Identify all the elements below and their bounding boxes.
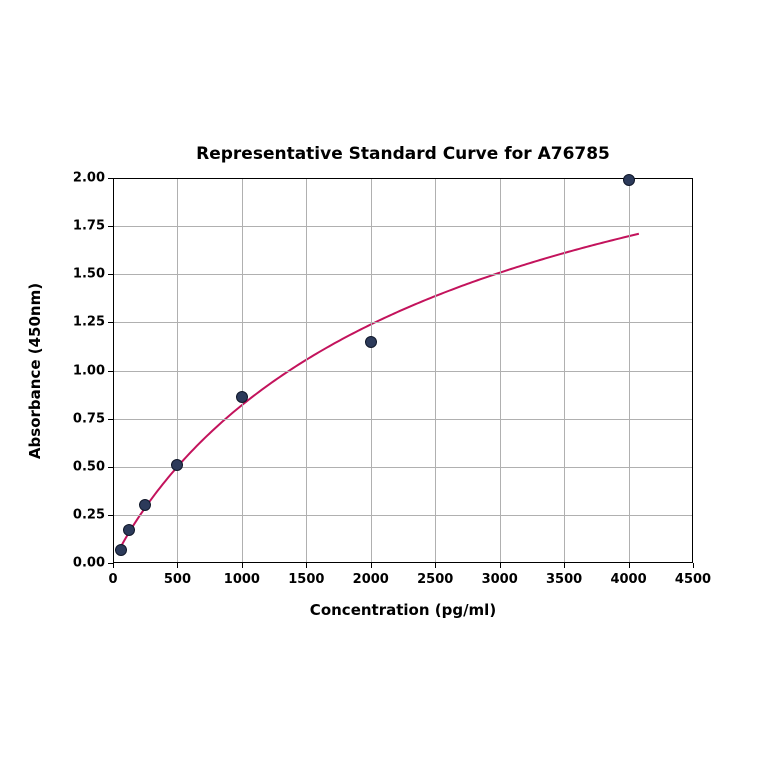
gridline-h xyxy=(114,371,692,372)
data-point xyxy=(123,524,135,536)
xtick xyxy=(371,563,372,568)
xtick-label: 2000 xyxy=(353,572,389,587)
xtick xyxy=(113,563,114,568)
gridline-h xyxy=(114,467,692,468)
ytick xyxy=(108,419,113,420)
ytick-label: 0.25 xyxy=(69,507,105,522)
ytick xyxy=(108,563,113,564)
xtick-label: 0 xyxy=(108,572,117,587)
gridline-h xyxy=(114,515,692,516)
y-axis-label: Absorbance (450nm) xyxy=(26,282,44,458)
gridline-h xyxy=(114,274,692,275)
data-point xyxy=(139,499,151,511)
chart-title: Representative Standard Curve for A76785 xyxy=(196,144,610,164)
ytick-label: 2.00 xyxy=(69,171,105,186)
ytick xyxy=(108,467,113,468)
ytick xyxy=(108,322,113,323)
ytick xyxy=(108,371,113,372)
ytick-label: 1.50 xyxy=(69,267,105,282)
xtick xyxy=(693,563,694,568)
ytick-label: 0.00 xyxy=(69,556,105,571)
xtick-label: 4000 xyxy=(610,572,646,587)
xtick xyxy=(242,563,243,568)
xtick xyxy=(500,563,501,568)
xtick-label: 1000 xyxy=(224,572,260,587)
x-axis-label: Concentration (pg/ml) xyxy=(310,601,496,619)
ytick-label: 1.25 xyxy=(69,315,105,330)
xtick xyxy=(629,563,630,568)
ytick-label: 1.00 xyxy=(69,363,105,378)
chart-canvas: Representative Standard Curve for A76785… xyxy=(0,0,764,764)
ytick xyxy=(108,274,113,275)
data-point xyxy=(623,174,635,186)
ytick xyxy=(108,515,113,516)
data-point xyxy=(236,391,248,403)
xtick-label: 2500 xyxy=(417,572,453,587)
ytick xyxy=(108,226,113,227)
gridline-h xyxy=(114,226,692,227)
xtick-label: 500 xyxy=(164,572,191,587)
data-point xyxy=(115,544,127,556)
xtick-label: 4500 xyxy=(675,572,711,587)
gridline-h xyxy=(114,322,692,323)
xtick xyxy=(306,563,307,568)
ytick-label: 0.75 xyxy=(69,411,105,426)
data-point xyxy=(365,336,377,348)
xtick-label: 3500 xyxy=(546,572,582,587)
data-point xyxy=(171,459,183,471)
xtick-label: 3000 xyxy=(482,572,518,587)
xtick xyxy=(177,563,178,568)
ytick-label: 0.50 xyxy=(69,459,105,474)
xtick xyxy=(435,563,436,568)
xtick xyxy=(564,563,565,568)
ytick-label: 1.75 xyxy=(69,219,105,234)
gridline-h xyxy=(114,419,692,420)
xtick-label: 1500 xyxy=(288,572,324,587)
ytick xyxy=(108,178,113,179)
